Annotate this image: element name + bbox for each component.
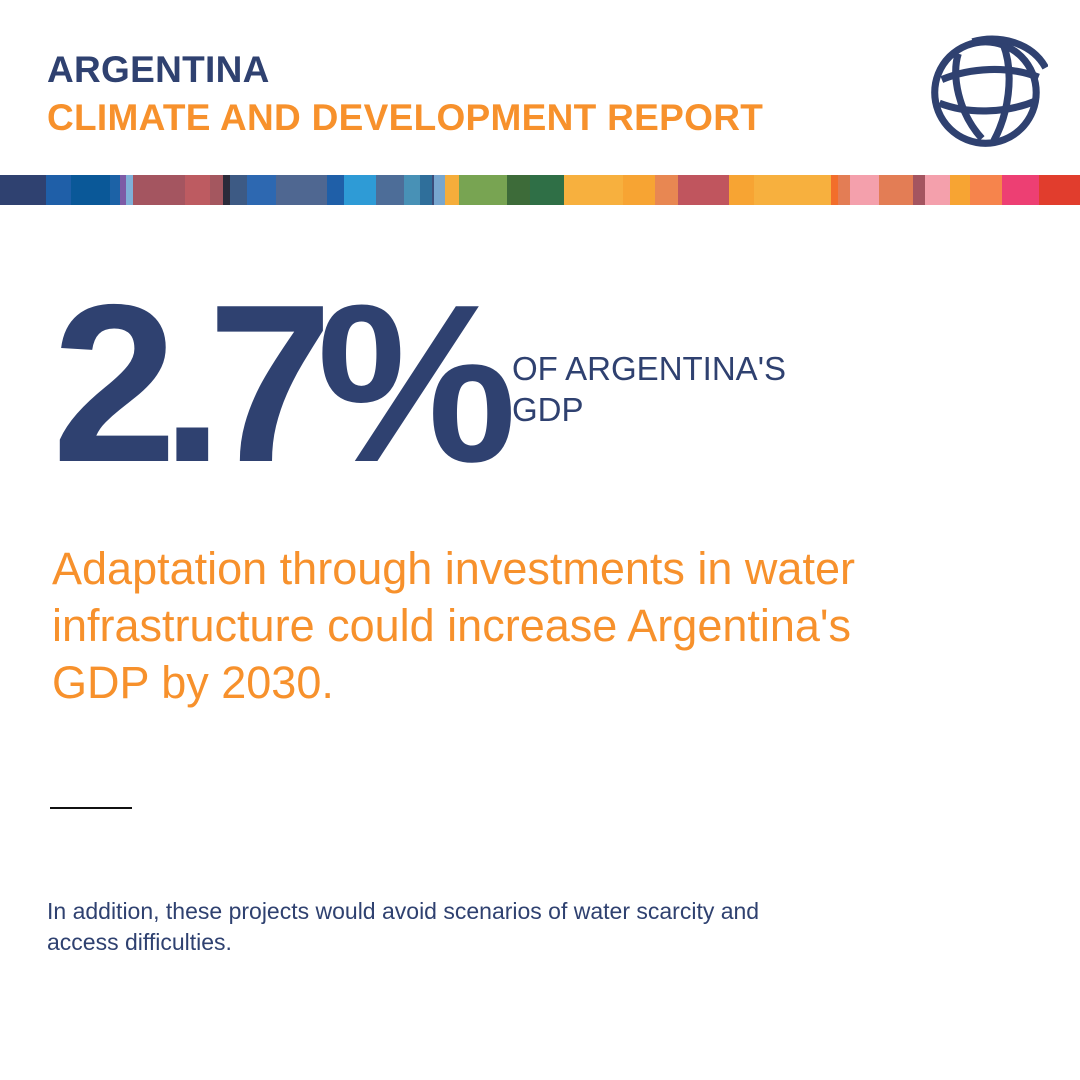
stripe-segment [1002, 175, 1039, 205]
stripe-segment [622, 175, 655, 205]
stripe-segment [420, 175, 432, 205]
stripe-segment [119, 175, 127, 205]
stripe-segment [431, 175, 434, 205]
stripe-segment [913, 175, 925, 205]
stripe-segment [209, 175, 224, 205]
stripe-segment [433, 175, 446, 205]
big-stat-value: 2.7% [52, 257, 517, 509]
stripe-segment [563, 175, 623, 205]
headline: Adaptation through investments in water … [52, 543, 855, 708]
stripe-segment [654, 175, 678, 205]
stripe-segment [343, 175, 376, 205]
stripe-segment [184, 175, 210, 205]
footnote: In addition, these projects would avoid … [47, 898, 760, 955]
header-report-title: CLIMATE AND DEVELOPMENT REPORT [47, 97, 764, 138]
stripe-segment [445, 175, 459, 205]
stripe-segment [677, 175, 729, 205]
stripe-segment [275, 175, 327, 205]
stripe-segment [831, 175, 839, 205]
stripe-segment [126, 175, 134, 205]
stripe-segment [879, 175, 914, 205]
stripe-segment [849, 175, 880, 205]
divider [50, 807, 132, 809]
stripe-segment [223, 175, 231, 205]
stripe-segment [506, 175, 530, 205]
color-stripe [0, 175, 1080, 205]
stripe-segment [924, 175, 950, 205]
stripe-segment [458, 175, 507, 205]
stripe-segment [110, 175, 120, 205]
stripe-segment [230, 175, 248, 205]
stripe-segment [728, 175, 754, 205]
stripe-segment [753, 175, 832, 205]
stripe-segment [375, 175, 405, 205]
stripe-segment [1038, 175, 1080, 205]
stripe-segment [133, 175, 185, 205]
stat-label: OF ARGENTINA'S GDP [512, 350, 787, 428]
stripe-segment [949, 175, 971, 205]
stripe-segment [404, 175, 421, 205]
stripe-segment [70, 175, 111, 205]
stripe-segment [529, 175, 564, 205]
stripe-segment [45, 175, 71, 205]
stripe-segment [326, 175, 344, 205]
stripe-segment [970, 175, 1003, 205]
stripe-segment [838, 175, 850, 205]
header-country: ARGENTINA [47, 49, 270, 90]
globe-icon [931, 35, 1048, 147]
stripe-segment [247, 175, 276, 205]
stripe-segment [0, 175, 46, 205]
